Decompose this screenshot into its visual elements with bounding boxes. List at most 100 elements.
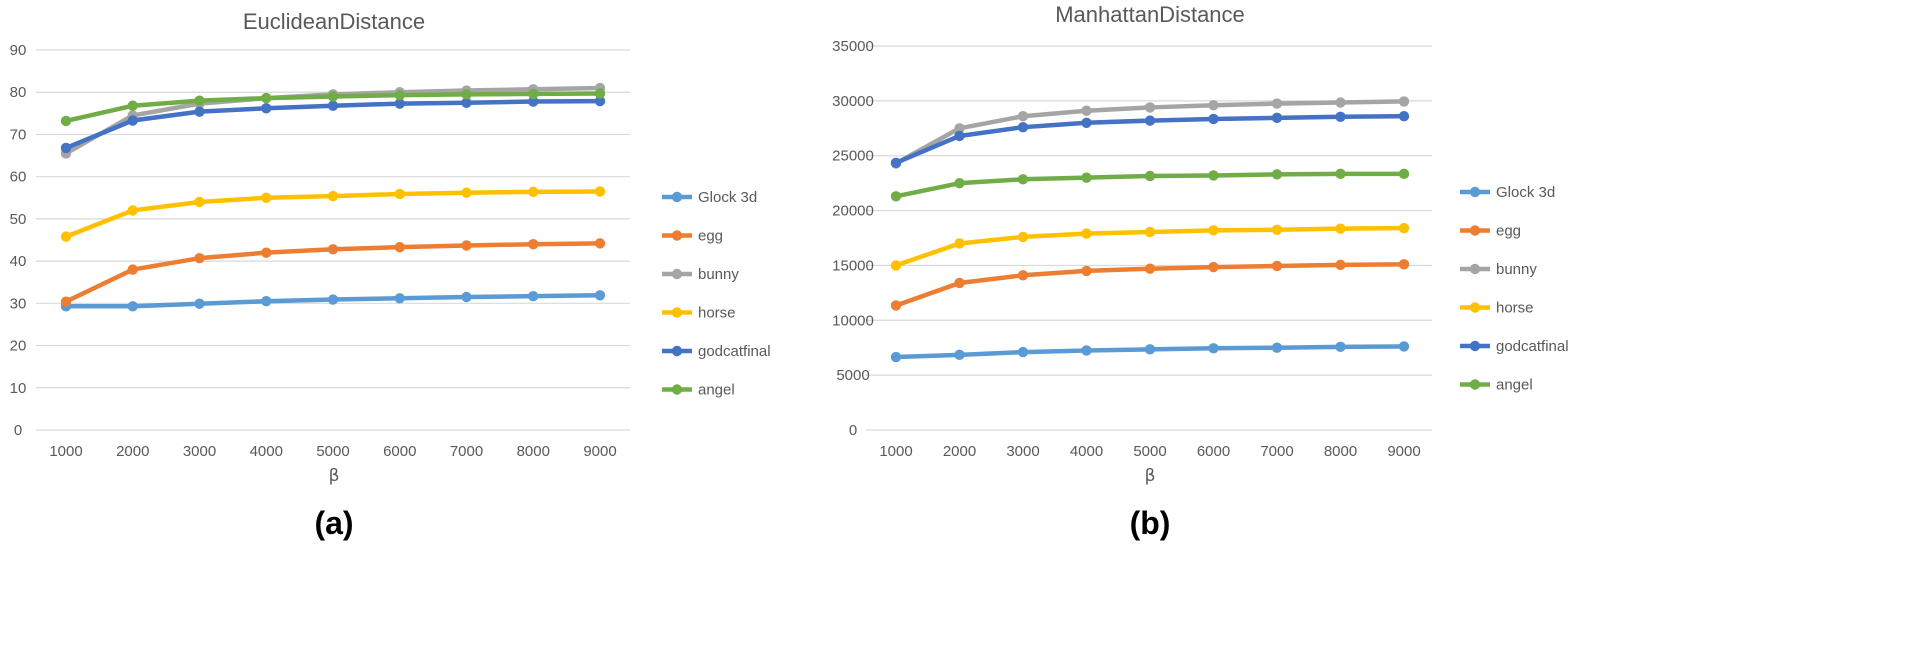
series-angel-a <box>60 88 606 127</box>
data-point-godcatfinal <box>528 96 539 107</box>
data-point-angel <box>461 89 472 100</box>
data-point-glock-3d <box>394 293 405 304</box>
data-point-angel <box>1271 169 1283 180</box>
legend-swatch-marker <box>671 307 683 318</box>
data-point-horse <box>1017 231 1029 243</box>
series-egg-a <box>60 238 606 307</box>
x-axis-label-b: β <box>1145 466 1156 486</box>
data-point-glock-3d <box>954 349 965 361</box>
data-point-horse <box>394 188 405 200</box>
legend-a: Glock 3d egg bunny horse godcatfinal angel <box>662 189 771 399</box>
legend-item-horse: horse <box>662 305 736 322</box>
legend-swatch-marker <box>671 384 683 395</box>
data-point-egg <box>954 277 965 289</box>
data-point-horse <box>890 260 902 271</box>
x-tick-label-b: 7000 <box>1260 443 1293 460</box>
data-point-bunny <box>954 123 965 134</box>
data-point-horse <box>1144 226 1156 238</box>
series-horse-a <box>60 186 606 242</box>
data-point-horse <box>461 187 472 198</box>
data-point-godcatfinal <box>1335 111 1346 122</box>
data-point-angel <box>127 100 138 111</box>
data-point-glock-3d <box>1081 345 1092 356</box>
data-point-glock-3d <box>1144 344 1156 355</box>
legend-label: angel <box>1496 377 1533 394</box>
data-point-bunny <box>1144 102 1156 113</box>
data-point-godcatfinal <box>194 106 205 117</box>
data-point-bunny <box>1271 98 1283 109</box>
data-point-godcatfinal <box>1144 115 1156 126</box>
legend-item-bunny: bunny <box>1460 261 1537 278</box>
chart-title-a: EuclideanDistance <box>243 9 425 34</box>
legend-label: Glock 3d <box>1496 184 1555 201</box>
y-tick-label-a: 70 <box>10 126 27 143</box>
data-point-bunny <box>1081 105 1092 116</box>
series-bunny-b <box>890 96 1410 169</box>
data-point-godcatfinal <box>60 142 72 154</box>
data-point-angel <box>1144 170 1156 182</box>
data-point-egg <box>327 244 339 255</box>
data-point-godcatfinal <box>1398 111 1410 122</box>
data-point-angel <box>954 177 965 189</box>
data-point-bunny <box>1335 97 1346 108</box>
x-tick-label-b: 4000 <box>1070 443 1103 460</box>
data-point-egg <box>1208 261 1219 273</box>
data-point-angel <box>1081 172 1092 183</box>
y-tick-label-b: 5000 <box>836 367 869 384</box>
data-point-horse <box>261 192 272 203</box>
chart-panel-a: EuclideanDistance 0 10 20 30 40 50 60 70 80 90 100… <box>10 9 771 541</box>
y-tick-label-a: 90 <box>10 42 27 59</box>
data-point-glock-3d <box>528 290 539 302</box>
data-point-egg <box>60 296 72 307</box>
data-point-angel <box>890 191 902 202</box>
data-point-egg <box>261 247 272 258</box>
data-point-godcatfinal <box>890 157 902 169</box>
data-point-glock-3d <box>194 298 205 309</box>
data-point-angel <box>327 91 339 102</box>
plot-area-b: 0 5000 10000 15000 20000 25000 30000 35000 1000 2… <box>832 38 1432 460</box>
y-tick-label-a: 60 <box>10 169 27 186</box>
series-horse-b <box>890 222 1410 271</box>
x-tick-label-b: 3000 <box>1006 443 1039 460</box>
x-tick-label-a: 8000 <box>517 443 550 460</box>
data-point-bunny <box>1398 96 1410 107</box>
series-egg-b <box>890 259 1410 311</box>
series-godcatfinal-b <box>890 111 1410 169</box>
data-point-glock-3d <box>1335 341 1346 353</box>
x-tick-label-b: 5000 <box>1133 443 1166 460</box>
data-point-godcatfinal <box>954 130 965 142</box>
legend-swatch-marker <box>1469 186 1481 198</box>
data-point-egg <box>194 252 205 264</box>
y-tick-label-a: 50 <box>10 211 27 228</box>
x-tick-label-b: 6000 <box>1197 443 1230 460</box>
data-point-egg <box>1081 265 1092 277</box>
legend-item-godcatfinal: godcatfinal <box>662 343 771 360</box>
y-tick-label-a: 20 <box>10 338 27 355</box>
plot-area-a: 0 10 20 30 40 50 60 70 80 90 1000 2000 3000 4000 5000 6… <box>10 42 630 460</box>
legend-label: egg <box>698 228 723 245</box>
x-tick-label-a: 7000 <box>450 443 483 460</box>
legend-label: Glock 3d <box>698 189 757 206</box>
x-tick-label-a: 3000 <box>183 443 216 460</box>
data-point-godcatfinal <box>1271 112 1283 124</box>
x-tick-label-a: 4000 <box>250 443 283 460</box>
data-point-angel <box>1398 168 1410 180</box>
legend-label: egg <box>1496 223 1521 240</box>
data-point-egg <box>1398 259 1410 270</box>
data-point-bunny <box>1017 111 1029 122</box>
data-point-bunny <box>1208 100 1219 111</box>
y-tick-label-a: 30 <box>10 295 27 312</box>
x-tick-label-b: 8000 <box>1324 443 1357 460</box>
data-point-egg <box>528 239 539 250</box>
data-point-godcatfinal <box>261 103 272 114</box>
series-glock-3d-b <box>890 341 1410 363</box>
y-tick-label-b: 30000 <box>832 93 874 110</box>
legend-label: bunny <box>1496 261 1537 278</box>
legend-label: horse <box>1496 300 1534 317</box>
data-point-egg <box>1017 270 1029 281</box>
data-point-angel <box>1208 170 1219 181</box>
legend-b: Glock 3d egg bunny horse godcatfinal angel <box>1460 184 1569 394</box>
data-point-horse <box>954 238 965 249</box>
data-point-egg <box>1271 260 1283 272</box>
